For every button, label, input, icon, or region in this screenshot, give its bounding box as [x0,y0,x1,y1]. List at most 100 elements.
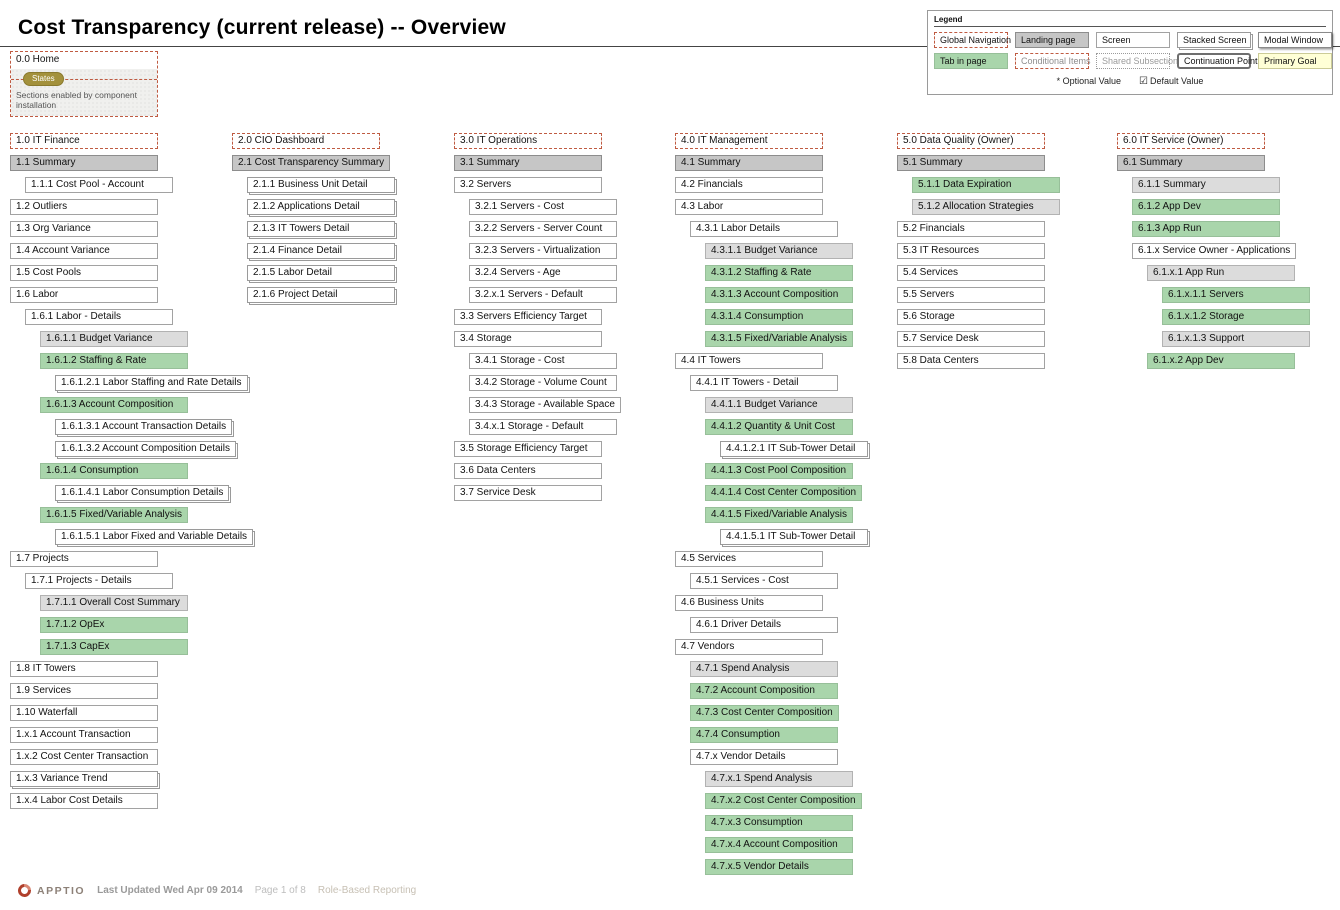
node-4.4.1.2: 4.4.1.2 Quantity & Unit Cost [705,419,853,435]
apptio-logo-icon [15,881,34,900]
node-6.1.x.1.3: 6.1.x.1.3 Support [1162,331,1310,347]
node-5.1.1: 5.1.1 Data Expiration [912,177,1060,193]
node-1.8: 1.8 IT Towers [10,661,158,677]
node-6.1.3: 6.1.3 App Run [1132,221,1280,237]
node-2.0: 2.0 CIO Dashboard [232,133,380,149]
node-1.6.1.5: 1.6.1.5 Fixed/Variable Analysis [40,507,189,523]
legend-swatch-continuation-point: Continuation Point [1177,53,1258,69]
legend-swatch-global-navigation: Global Navigation [934,32,1011,48]
node-1.7.1: 1.7.1 Projects - Details [25,573,173,589]
node-1.9: 1.9 Services [10,683,158,699]
node-2.1.5: 2.1.5 Labor Detail [247,265,395,281]
node-5.1.2: 5.1.2 Allocation Strategies [912,199,1060,215]
node-3.2.4: 3.2.4 Servers - Age [469,265,617,281]
node-4.1: 4.1 Summary [675,155,823,171]
legend-swatch-primary-goal: Primary Goal [1258,53,1332,69]
node-1.7.1.2: 1.7.1.2 OpEx [40,617,188,633]
legend-row-1: Global Navigation Landing page Screen Stack… [934,32,1332,48]
node-4.3.1: 4.3.1 Labor Details [690,221,838,237]
node-4.5.1: 4.5.1 Services - Cost [690,573,838,589]
node-4.4.1.1: 4.4.1.1 Budget Variance [705,397,853,413]
node-3.4.1: 3.4.1 Storage - Cost [469,353,617,369]
legend-swatch-stacked-screen: Stacked Screen [1177,32,1251,48]
node-5.7: 5.7 Service Desk [897,331,1045,347]
node-6.1.2: 6.1.2 App Dev [1132,199,1280,215]
node-3.7: 3.7 Service Desk [454,485,602,501]
report-type-text: Role-Based Reporting [317,885,417,896]
node-6.1.x.1.2: 6.1.x.1.2 Storage [1162,309,1310,325]
node-3.2.3: 3.2.3 Servers - Virtualization [469,243,617,259]
page-number-text: Page 1 of 8 [254,885,306,896]
node-6.1.1: 6.1.1 Summary [1132,177,1280,193]
column-6.0: 6.0 IT Service (Owner) 6.1 Summary 6.1.1 S… [1117,133,1310,369]
legend-notes: * Optional Value ☑ Default Value [928,76,1332,87]
node-1.7.1.1: 1.7.1.1 Overall Cost Summary [40,595,188,611]
node-1.3: 1.3 Org Variance [10,221,158,237]
node-4.7.x.3: 4.7.x.3 Consumption [705,815,853,831]
legend: Legend Global Navigation Landing page Scre… [927,10,1333,95]
node-4.4.1: 4.4.1 IT Towers - Detail [690,375,838,391]
node-2.1.6: 2.1.6 Project Detail [247,287,395,303]
checked-checkbox-icon: ☑ [1139,76,1148,87]
node-1.6: 1.6 Labor [10,287,158,303]
node-1.x.3: 1.x.3 Variance Trend [10,771,158,787]
legend-swatch-screen: Screen [1096,32,1170,48]
node-4.7.2: 4.7.2 Account Composition [690,683,838,699]
node-1.6.1.5.1: 1.6.1.5.1 Labor Fixed and Variable Detai… [55,529,254,545]
footer: APPTIO Last Updated Wed Apr 09 2014 Page… [15,881,417,900]
node-5.2: 5.2 Financials [897,221,1045,237]
node-3.4.2: 3.4.2 Storage - Volume Count [469,375,617,391]
legend-row-2: Tab in page Conditional Items Shared Subse… [934,53,1332,69]
node-6.1.x: 6.1.x Service Owner - Applications [1132,243,1297,259]
node-1.6.1.1: 1.6.1.1 Budget Variance [40,331,188,347]
node-3.0: 3.0 IT Operations [454,133,602,149]
node-3.2: 3.2 Servers [454,177,602,193]
node-3.3: 3.3 Servers Efficiency Target [454,309,602,325]
node-4.3.1.5: 4.3.1.5 Fixed/Variable Analysis [705,331,854,347]
legend-swatch-shared-subsection: Shared Subsection [1096,53,1178,69]
node-4.7.3: 4.7.3 Cost Center Composition [690,705,839,721]
last-updated-text: Last Updated Wed Apr 09 2014 [97,885,243,896]
node-1.x.2: 1.x.2 Cost Center Transaction [10,749,158,765]
node-4.7.x.2: 4.7.x.2 Cost Center Composition [705,793,862,809]
node-4.4.1.5: 4.4.1.5 Fixed/Variable Analysis [705,507,854,523]
node-4.7.1: 4.7.1 Spend Analysis [690,661,838,677]
node-2.1.4: 2.1.4 Finance Detail [247,243,395,259]
node-6.0: 6.0 IT Service (Owner) [1117,133,1265,149]
legend-swatch-modal-window: Modal Window [1258,32,1332,48]
node-1.7: 1.7 Projects [10,551,158,567]
title-divider [0,46,1340,47]
node-5.3: 5.3 IT Resources [897,243,1045,259]
node-4.4.1.5.1: 4.4.1.5.1 IT Sub-Tower Detail [720,529,868,545]
node-1.10: 1.10 Waterfall [10,705,158,721]
node-5.0: 5.0 Data Quality (Owner) [897,133,1045,149]
node-4.4.1.3: 4.4.1.3 Cost Pool Composition [705,463,853,479]
column-4.0: 4.0 IT Management 4.1 Summary 4.2 Financia… [675,133,868,875]
node-3.1: 3.1 Summary [454,155,602,171]
node-1.5: 1.5 Cost Pools [10,265,158,281]
node-6.1.x.1.1: 6.1.x.1.1 Servers [1162,287,1310,303]
node-1.6.1.3.1: 1.6.1.3.1 Account Transaction Details [55,419,233,435]
column-1.0: 1.0 IT Finance 1.1 Summary 1.1.1 Cost Pool… [10,133,254,809]
node-3.4.x.1: 3.4.x.1 Storage - Default [469,419,617,435]
home-body: States Sections enabled by component ins… [11,69,157,116]
node-5.6: 5.6 Storage [897,309,1045,325]
node-5.5: 5.5 Servers [897,287,1045,303]
node-1.6.1: 1.6.1 Labor - Details [25,309,173,325]
node-4.3.1.2: 4.3.1.2 Staffing & Rate [705,265,853,281]
node-3.2.2: 3.2.2 Servers - Server Count [469,221,617,237]
apptio-logo-word: APPTIO [37,884,86,897]
node-6.1.x.1: 6.1.x.1 App Run [1147,265,1295,281]
node-4.4.1.4: 4.4.1.4 Cost Center Composition [705,485,863,501]
legend-swatch-conditional-items: Conditional Items [1015,53,1091,69]
node-2.1: 2.1 Cost Transparency Summary [232,155,391,171]
column-2.0: 2.0 CIO Dashboard 2.1 Cost Transparency S… [232,133,395,303]
node-6.1: 6.1 Summary [1117,155,1265,171]
node-4.4.1.2.1: 4.4.1.2.1 IT Sub-Tower Detail [720,441,868,457]
states-badge: States [23,72,64,86]
node-1.6.1.3: 1.6.1.3 Account Composition [40,397,188,413]
node-4.5: 4.5 Services [675,551,823,567]
home-note: Sections enabled by component installati… [16,90,137,110]
node-4.7.x.4: 4.7.x.4 Account Composition [705,837,853,853]
node-4.0: 4.0 IT Management [675,133,823,149]
